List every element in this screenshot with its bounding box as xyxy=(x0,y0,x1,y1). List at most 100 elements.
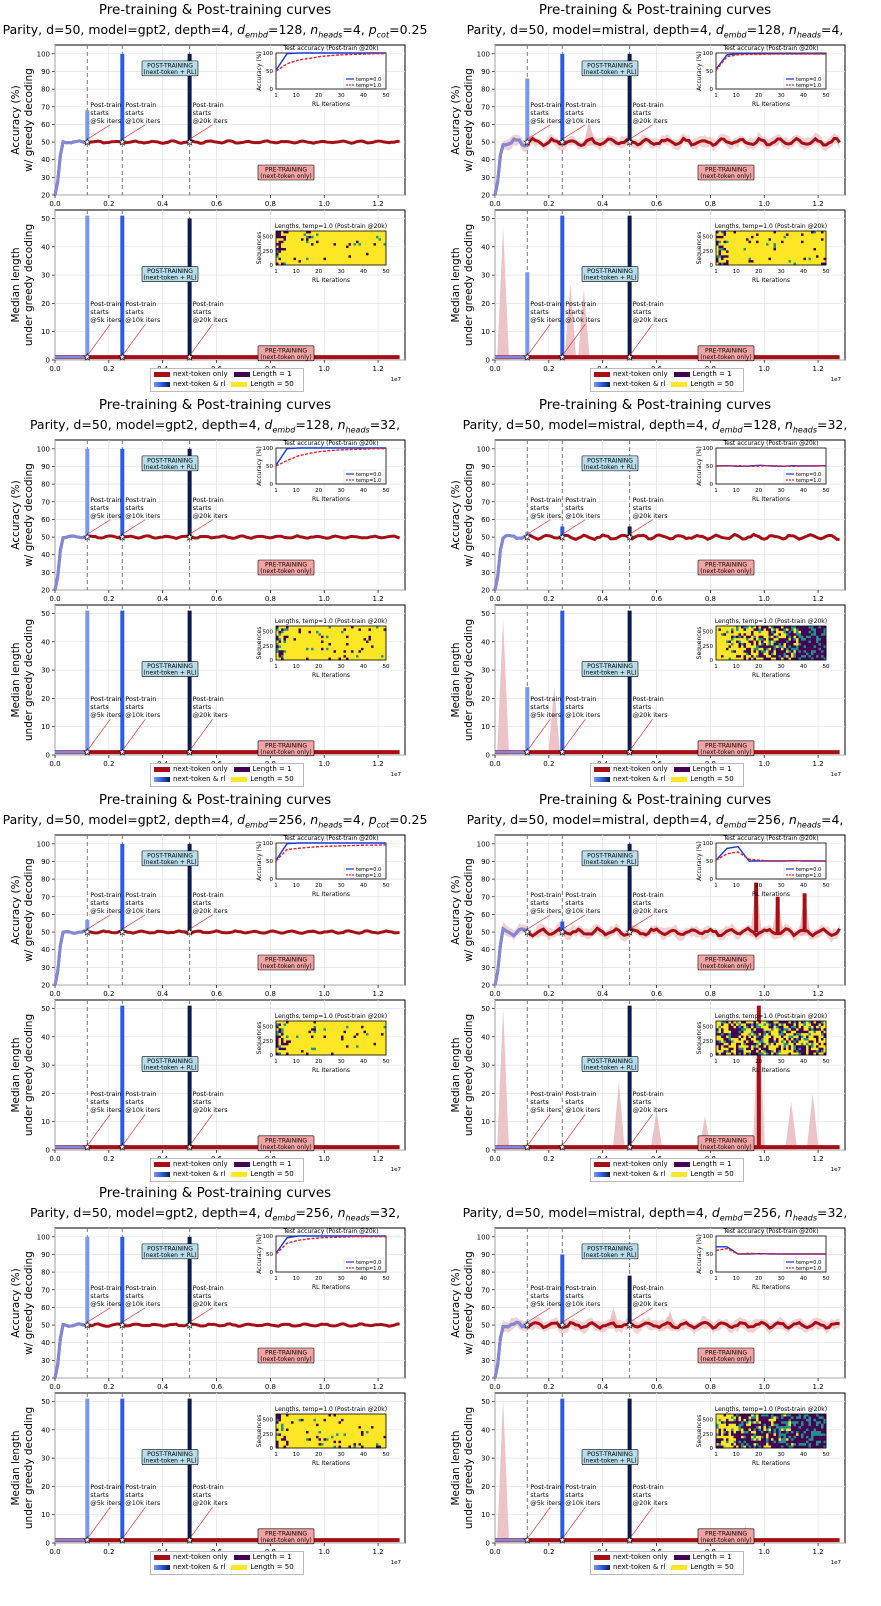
svg-text:Post-train: Post-train xyxy=(633,891,664,899)
svg-text:(next-token only): (next-token only) xyxy=(260,749,312,756)
posttrain-start-marker: ★ xyxy=(186,1321,194,1331)
length-panel: 010203040500.00.20.40.60.81.01.21e7Media… xyxy=(10,209,406,383)
variance-peak xyxy=(785,1101,798,1150)
y-tick-label: 70 xyxy=(481,1286,490,1294)
svg-text:starts: starts xyxy=(193,703,212,711)
y-tick-label: 30 xyxy=(481,272,490,280)
x-tick-label: 0.8 xyxy=(265,200,276,208)
svg-text:temp=1.0: temp=1.0 xyxy=(796,83,821,89)
svg-text:@5k iters: @5k iters xyxy=(530,907,561,915)
svg-text:POST-TRAINING: POST-TRAINING xyxy=(147,852,193,859)
x-tick-label: 0.2 xyxy=(103,990,114,998)
svg-text:50: 50 xyxy=(706,69,713,75)
y-tick-label: 40 xyxy=(41,1339,50,1347)
x-tick-label: 1.0 xyxy=(759,1548,770,1556)
x-tick-label: 1.2 xyxy=(373,200,384,208)
svg-text:Accuracy (%): Accuracy (%) xyxy=(696,841,703,881)
svg-text:@20k iters: @20k iters xyxy=(193,1106,229,1114)
y-tick-label: 30 xyxy=(41,667,50,675)
post-training-box: POST-TRAINING(next-token + RL) xyxy=(581,1449,639,1465)
x-tick-label: 0.6 xyxy=(211,1383,223,1391)
y-tick-label: 40 xyxy=(481,1339,490,1347)
x-tick-label: 0.0 xyxy=(489,200,500,208)
legend-next-token-only: next-token only xyxy=(594,1553,668,1562)
svg-text:50: 50 xyxy=(706,464,713,470)
svg-text:(next-token + RL): (next-token + RL) xyxy=(583,670,636,677)
svg-text:40: 40 xyxy=(800,93,807,99)
svg-text:@20k iters: @20k iters xyxy=(633,316,669,324)
legend-length-1: Length = 1 xyxy=(673,765,732,774)
svg-text:RL Iterations: RL Iterations xyxy=(312,891,350,898)
svg-text:(next-token + RL): (next-token + RL) xyxy=(143,859,196,866)
svg-text:50: 50 xyxy=(383,93,390,99)
posttrain-start-marker: ★ xyxy=(523,1536,531,1546)
y-tick-label: 80 xyxy=(481,1269,490,1277)
svg-text:1: 1 xyxy=(274,664,278,670)
svg-text:10: 10 xyxy=(733,488,740,494)
svg-text:(next-token only): (next-token only) xyxy=(260,568,312,575)
posttrain-start-marker: ★ xyxy=(626,928,634,938)
x-scale-label: 1e7 xyxy=(391,377,402,383)
x-tick-label: 1.0 xyxy=(759,1383,770,1391)
y-axis-label: w/ greedy decoding xyxy=(23,68,35,172)
y-axis-label: w/ greedy decoding xyxy=(23,1251,35,1355)
svg-text:starts: starts xyxy=(565,703,584,711)
svg-text:@10k iters: @10k iters xyxy=(565,117,601,125)
inset-series-temp-0 xyxy=(275,1235,386,1254)
svg-text:PRE-TRAINING: PRE-TRAINING xyxy=(265,347,307,354)
y-tick-label: 60 xyxy=(481,516,490,524)
y-tick-label: 90 xyxy=(41,463,50,471)
svg-text:Accuracy (%): Accuracy (%) xyxy=(696,51,703,91)
y-tick-label: 40 xyxy=(481,1426,490,1434)
svg-text:PRE-TRAINING: PRE-TRAINING xyxy=(705,957,747,964)
x-tick-label: 1.2 xyxy=(373,365,384,373)
svg-text:(next-token only): (next-token only) xyxy=(260,963,312,970)
svg-text:40: 40 xyxy=(800,488,807,494)
post-training-box: POST-TRAINING(next-token + RL) xyxy=(141,1056,199,1072)
variance-peak xyxy=(497,1398,510,1543)
y-tick-label: 50 xyxy=(41,1322,50,1330)
x-tick-label: 0.2 xyxy=(543,1155,554,1163)
length-heatmap-inset: Lengths, temp=1.0 (Post-train @20k) RL It… xyxy=(696,1013,830,1074)
svg-text:PRE-TRAINING: PRE-TRAINING xyxy=(265,957,307,964)
x-tick-label: 0.0 xyxy=(489,990,500,998)
y-tick-label: 30 xyxy=(481,569,490,577)
inset-series-temp-0 xyxy=(275,842,386,861)
y-tick-label: 50 xyxy=(481,929,490,937)
y-axis-label: under greedy decoding xyxy=(23,1014,35,1136)
y-axis-label: under greedy decoding xyxy=(463,1014,475,1136)
posttrain-start-marker: ★ xyxy=(118,1143,126,1153)
svg-text:POST-TRAINING: POST-TRAINING xyxy=(587,663,633,670)
x-tick-label: 0.2 xyxy=(103,1155,114,1163)
svg-text:50: 50 xyxy=(266,464,273,470)
y-tick-label: 70 xyxy=(481,103,490,111)
y-tick-label: 10 xyxy=(481,723,490,731)
svg-text:Post-train: Post-train xyxy=(565,1090,596,1098)
x-tick-label: 1.0 xyxy=(759,365,770,373)
y-tick-label: 80 xyxy=(41,1269,50,1277)
svg-text:Post-train: Post-train xyxy=(633,101,664,109)
svg-text:Post-train: Post-train xyxy=(565,101,596,109)
x-tick-label: 0.0 xyxy=(49,760,60,768)
svg-text:Accuracy (%): Accuracy (%) xyxy=(256,446,263,486)
y-axis-label: Median length xyxy=(450,1431,462,1506)
y-tick-label: 50 xyxy=(481,215,490,223)
legend-length-1: Length = 1 xyxy=(673,370,732,379)
y-tick-label: 20 xyxy=(481,300,490,308)
svg-text:1: 1 xyxy=(274,269,278,275)
chart-title: Pre-training & Post-training curves xyxy=(98,397,332,413)
posttrain-start-marker: ★ xyxy=(118,1321,126,1331)
posttrain-start-marker: ★ xyxy=(118,928,126,938)
svg-text:Post-train: Post-train xyxy=(90,1090,121,1098)
posttrain-start-marker: ★ xyxy=(83,928,91,938)
y-tick-label: 20 xyxy=(41,192,50,200)
post-training-box: POST-TRAINING(next-token + RL) xyxy=(141,1449,199,1465)
y-tick-label: 50 xyxy=(41,534,50,542)
variance-peak xyxy=(497,1008,510,1150)
variance-band xyxy=(495,1315,840,1383)
